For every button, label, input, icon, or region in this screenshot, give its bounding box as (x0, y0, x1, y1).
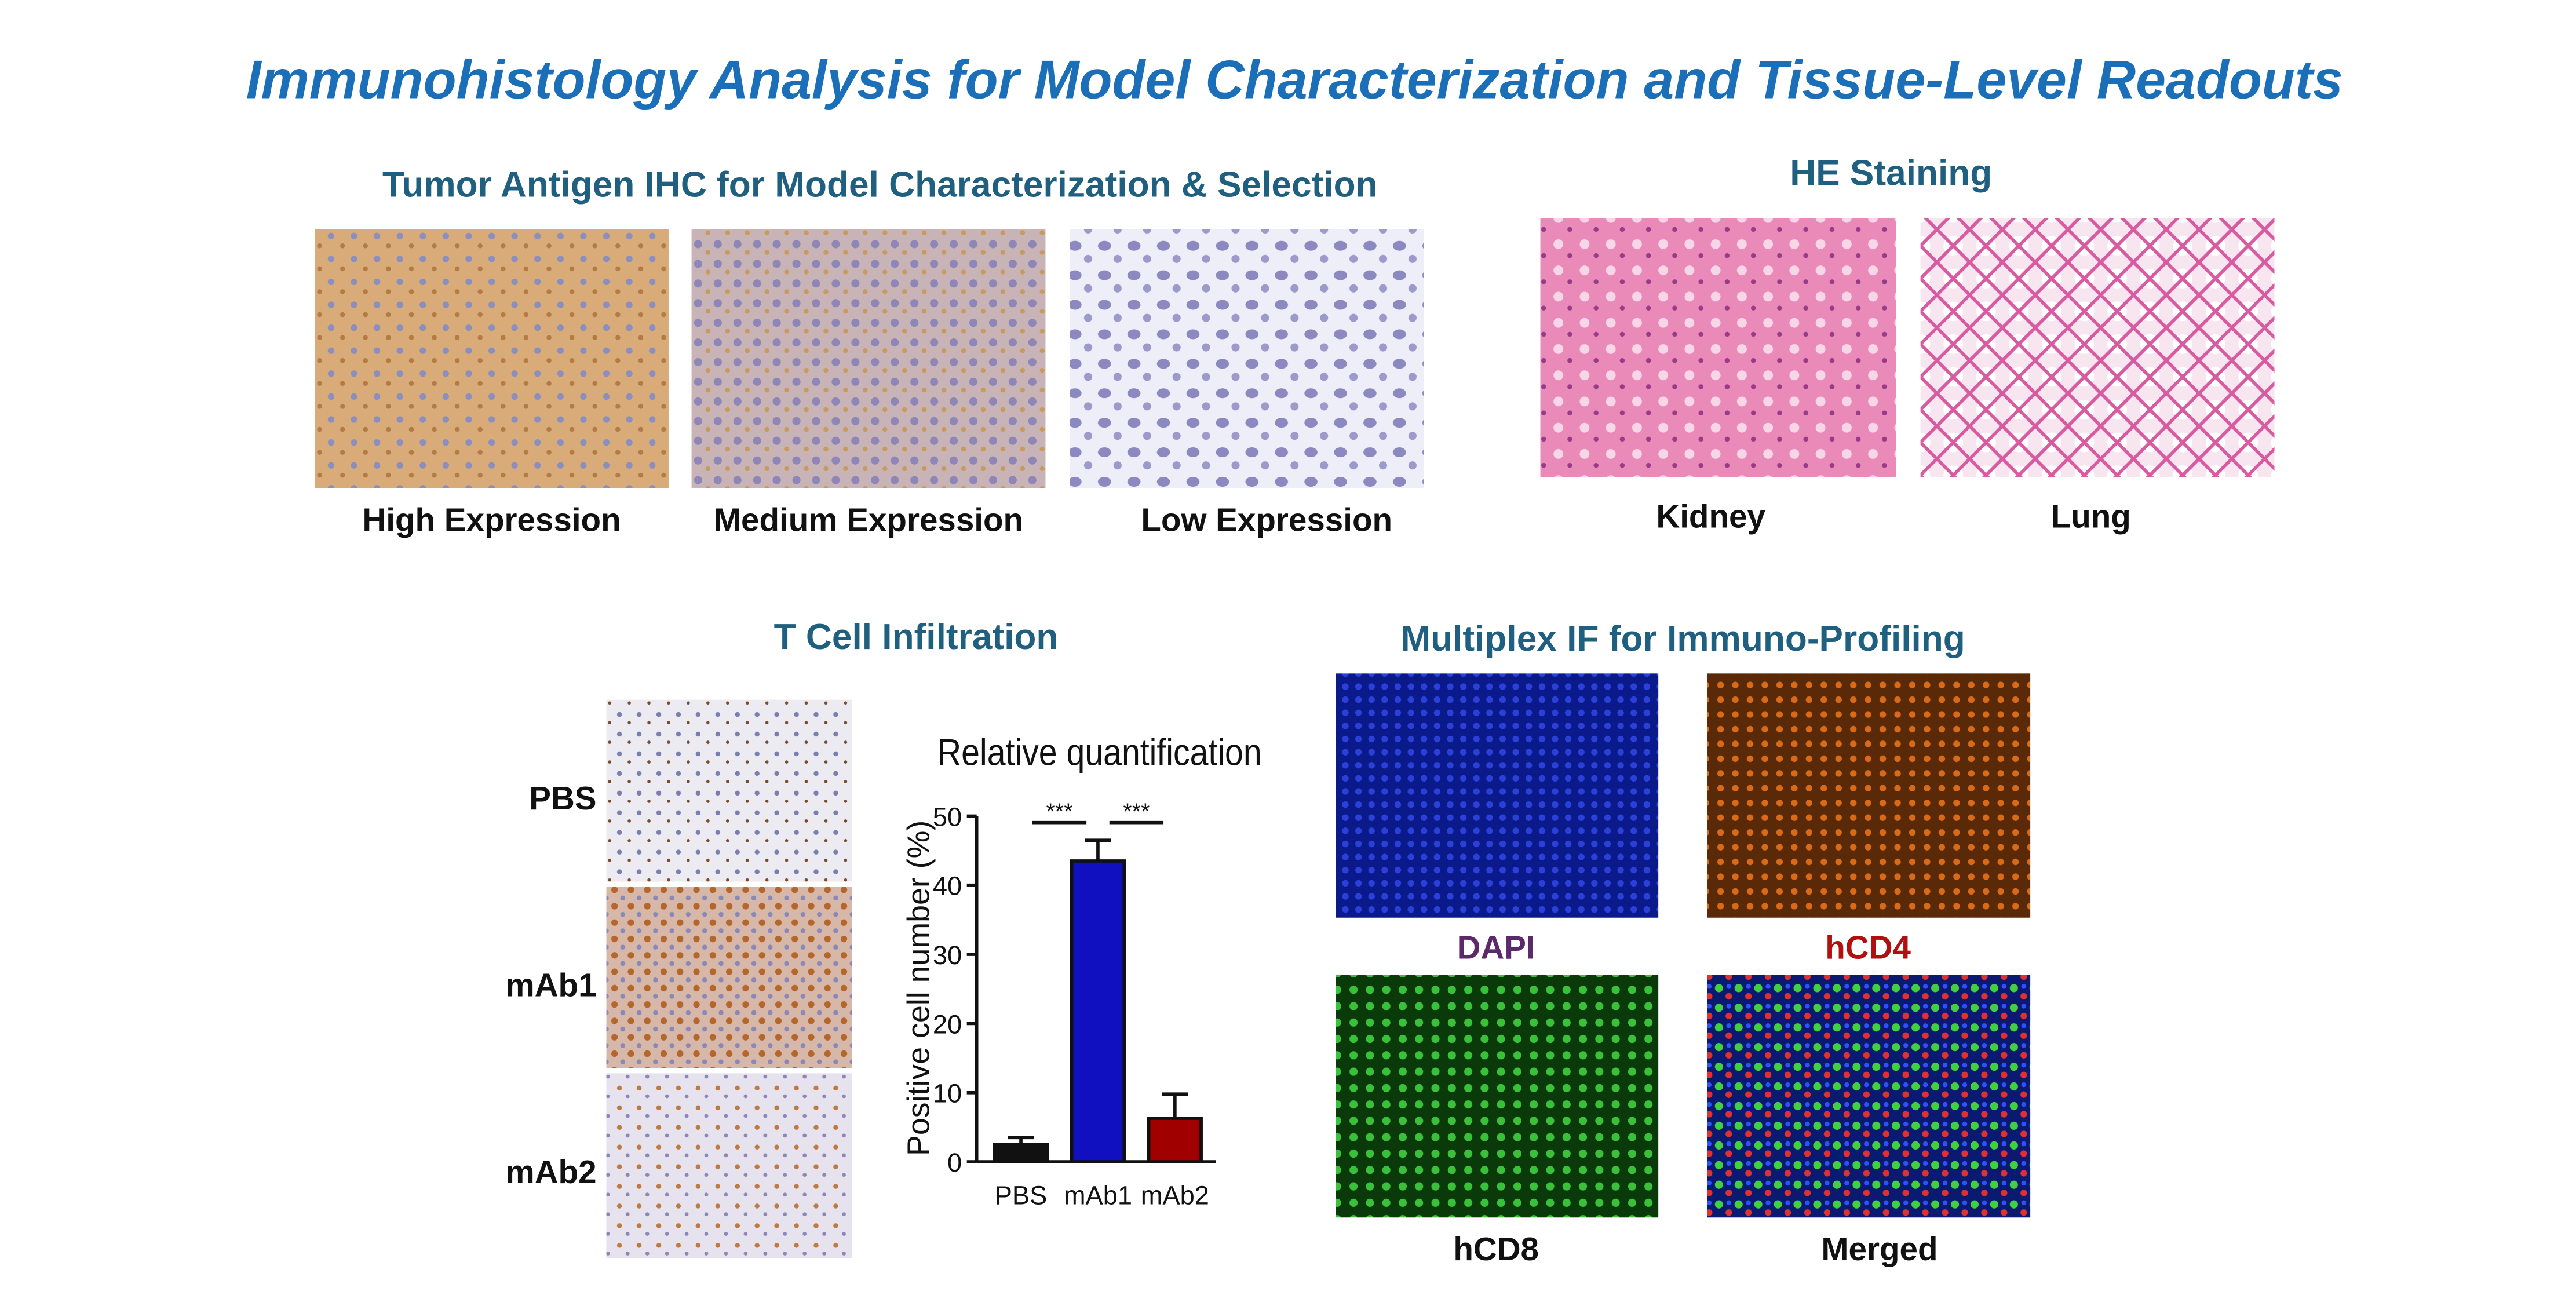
title: Immunohistology Analysis for Model Chara… (246, 50, 2343, 110)
bar (1070, 859, 1126, 1163)
micrograph (1540, 218, 1896, 477)
significance-label: *** (1123, 799, 1150, 825)
row-label: mAb1 (505, 966, 596, 1003)
image-label: Lung (2051, 498, 2131, 535)
micrograph (1336, 975, 1659, 1218)
micrograph (1707, 673, 2031, 918)
x-tick-label: mAb2 (1141, 1181, 1209, 1210)
image-label: High Expression (362, 501, 621, 538)
y-tick-label: 20 (933, 1009, 962, 1039)
image-label: Kidney (1656, 498, 1765, 535)
row-label: mAb2 (505, 1154, 596, 1190)
image-label: hCD8 (1453, 1231, 1539, 1267)
x-tick-label: mAb1 (1064, 1181, 1132, 1210)
micrograph (1920, 218, 2275, 477)
y-tick-label: 30 (933, 940, 962, 970)
image-label: Low Expression (1141, 501, 1392, 538)
chart-title: Relative quantification (937, 731, 1262, 773)
y-tick-label: 0 (947, 1148, 962, 1177)
image-label: Merged (1821, 1231, 1938, 1267)
micrograph (1070, 229, 1424, 488)
image-label: Medium Expression (714, 501, 1023, 538)
y-tick-label: 40 (933, 871, 962, 901)
image-label: DAPI (1457, 929, 1535, 965)
section-heading: Multiplex IF for Immuno-Profiling (1400, 619, 1965, 659)
y-tick-label: 50 (933, 802, 962, 831)
x-tick-label: PBS (995, 1181, 1048, 1210)
bar (993, 1143, 1049, 1163)
micrograph (1707, 975, 2031, 1218)
significance-label: *** (1046, 799, 1072, 825)
image-label: hCD4 (1825, 929, 1911, 965)
micrograph (1336, 673, 1659, 918)
bar (1147, 1117, 1203, 1163)
section-heading: HE Staining (1790, 154, 1992, 194)
micrograph (606, 887, 852, 1068)
micrograph (315, 229, 669, 488)
micrograph (606, 1073, 852, 1258)
micrograph (606, 699, 852, 882)
y-axis-label: Positive cell number (%) (902, 820, 936, 1156)
row-label: PBS (529, 780, 596, 816)
y-tick-label: 10 (933, 1079, 962, 1108)
section-heading: Tumor Antigen IHC for Model Characteriza… (382, 165, 1378, 205)
micrograph (691, 229, 1046, 488)
section-heading: T Cell Infiltration (774, 617, 1059, 657)
